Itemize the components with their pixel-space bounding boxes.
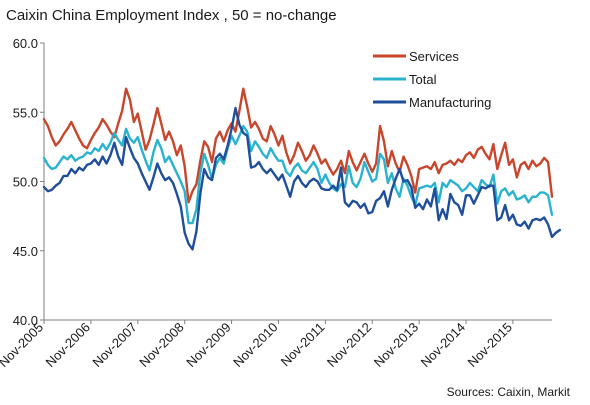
x-tick-label: Nov-2006: [43, 320, 93, 370]
legend-label-total: Total: [409, 72, 437, 87]
axes: 40.045.050.055.060.0Nov-2005Nov-2006Nov-…: [0, 36, 552, 370]
x-tick-label: Nov-2015: [465, 320, 515, 370]
y-tick-label: 60.0: [13, 36, 38, 51]
series-line-total: [42, 124, 554, 225]
y-tick-label: 55.0: [13, 105, 38, 120]
series-line-services: [42, 87, 554, 204]
x-tick-label: Nov-2014: [418, 320, 468, 370]
legend: Services Total Manufacturing: [373, 49, 491, 110]
x-tick-label: Nov-2011: [278, 320, 328, 370]
x-tick-label: Nov-2008: [136, 320, 186, 370]
x-tick-label: Nov-2012: [324, 320, 374, 370]
x-tick-label: Nov-2013: [371, 320, 421, 370]
series-lines: [42, 87, 562, 251]
x-tick-label: Nov-2010: [230, 320, 280, 370]
y-tick-label: 50.0: [13, 175, 38, 190]
x-tick-label: Nov-2007: [89, 320, 139, 370]
y-tick-label: 40.0: [13, 313, 38, 328]
y-tick-label: 45.0: [13, 244, 38, 259]
x-tick-label: Nov-2009: [183, 320, 233, 370]
legend-label-services: Services: [409, 49, 459, 64]
source-note: Sources: Caixin, Markit: [446, 385, 570, 399]
chart-title: Caixin China Employment Index , 50 = no-…: [6, 7, 337, 24]
series-line-manufacturing: [42, 106, 562, 251]
legend-label-manufacturing: Manufacturing: [409, 95, 491, 110]
